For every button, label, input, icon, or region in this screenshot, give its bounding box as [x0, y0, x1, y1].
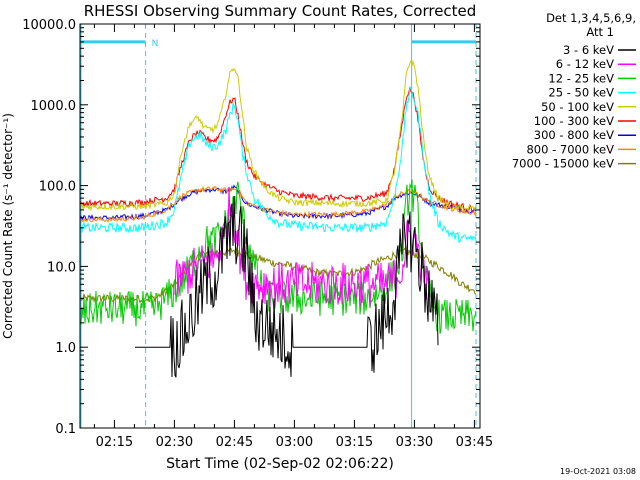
legend-label: 6 - 12 keV	[556, 57, 614, 71]
legend-label: 300 - 800 keV	[534, 128, 614, 142]
legend-label: 3 - 6 keV	[563, 43, 614, 57]
series-layer	[80, 59, 477, 378]
y-tick-label: 0.1	[55, 422, 76, 437]
y-axis-label: Corrected Count Rate (s⁻¹ detector⁻¹)	[1, 113, 15, 339]
y-tick-label: 10.0	[47, 260, 76, 275]
chart-title: RHESSI Observing Summary Count Rates, Co…	[84, 2, 477, 20]
y-axis: 10000.0 1000.0 100.0 10.0 1.0 0.1	[22, 18, 480, 437]
x-tick-label: 03:00	[276, 435, 313, 450]
legend-label: 12 - 25 keV	[548, 71, 614, 85]
legend-label: 100 - 300 keV	[534, 114, 614, 128]
legend-header-line-2: Att 1	[586, 25, 614, 39]
y-tick-label: 1000.0	[31, 99, 77, 114]
x-tick-label: 02:15	[96, 435, 133, 450]
legend-label: 25 - 50 keV	[548, 86, 614, 100]
x-axis: 02:15 02:30 02:45 03:00 03:15 03:30 03:45	[93, 24, 493, 450]
x-tick-label: 03:15	[336, 435, 373, 450]
night-label: N	[152, 39, 159, 49]
footer-date: 19-Oct-2021 03:08	[560, 467, 636, 476]
x-tick-label: 02:45	[216, 435, 253, 450]
legend-label: 50 - 100 keV	[541, 100, 614, 114]
x-axis-label: Start Time (02-Sep-02 02:06:22)	[166, 456, 394, 472]
series-line	[174, 186, 431, 307]
x-tick-label: 03:45	[456, 435, 493, 450]
series-line	[80, 185, 477, 224]
legend-label: 800 - 7000 keV	[526, 142, 614, 156]
series-line	[135, 195, 439, 378]
y-tick-label: 1.0	[55, 341, 76, 356]
legend-header-line-1: Det 1,3,4,5,6,9,	[546, 11, 636, 25]
x-tick-label: 03:30	[396, 435, 433, 450]
series-line	[80, 86, 477, 244]
y-tick-label: 10000.0	[22, 18, 76, 33]
series-line	[80, 59, 477, 212]
plot-frame	[79, 23, 481, 429]
y-tick-label: 100.0	[39, 180, 76, 195]
x-tick-label: 02:30	[156, 435, 193, 450]
legend-label: 7000 - 15000 keV	[512, 157, 614, 171]
